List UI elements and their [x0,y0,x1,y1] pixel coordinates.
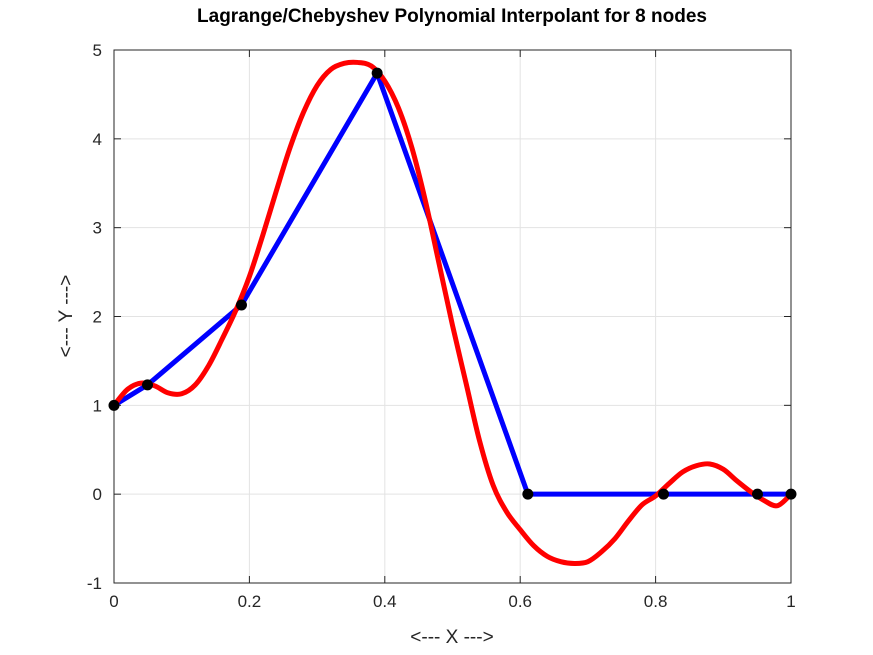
node-marker [235,299,247,311]
tick-labels: 0 0.2 0.4 0.6 0.8 1 -1 0 1 2 3 4 5 [87,41,796,611]
chart-title: Lagrange/Chebyshev Polynomial Interpolan… [197,6,707,27]
y-tick-label: -1 [87,574,102,593]
node-markers [108,67,797,500]
x-tick-label: 0.8 [644,592,668,611]
x-tick-label: 0.2 [238,592,262,611]
node-marker [658,488,670,500]
node-marker [785,488,797,500]
node-marker [522,488,534,500]
node-marker [108,399,120,411]
y-tick-label: 1 [93,396,102,415]
x-tick-label: 0.6 [508,592,532,611]
x-axis-label: <--- X ---> [410,627,493,648]
y-tick-label: 3 [93,219,102,238]
x-tick-label: 0.4 [373,592,397,611]
y-tick-label: 4 [93,130,102,149]
series-line-piecewise-linear [111,70,794,497]
y-tick-label: 2 [93,308,102,327]
series-line-lagrange-interpolant [111,59,794,566]
y-tick-label: 0 [93,485,102,504]
node-marker [371,67,383,79]
y-axis-label: <--- Y ---> [56,275,77,358]
x-tick-label: 0 [109,592,118,611]
axes [113,49,792,584]
node-marker [751,488,763,500]
y-tick-label: 5 [93,41,102,60]
series-layer [111,59,794,566]
node-marker [142,379,154,391]
x-tick-label: 1 [786,592,795,611]
